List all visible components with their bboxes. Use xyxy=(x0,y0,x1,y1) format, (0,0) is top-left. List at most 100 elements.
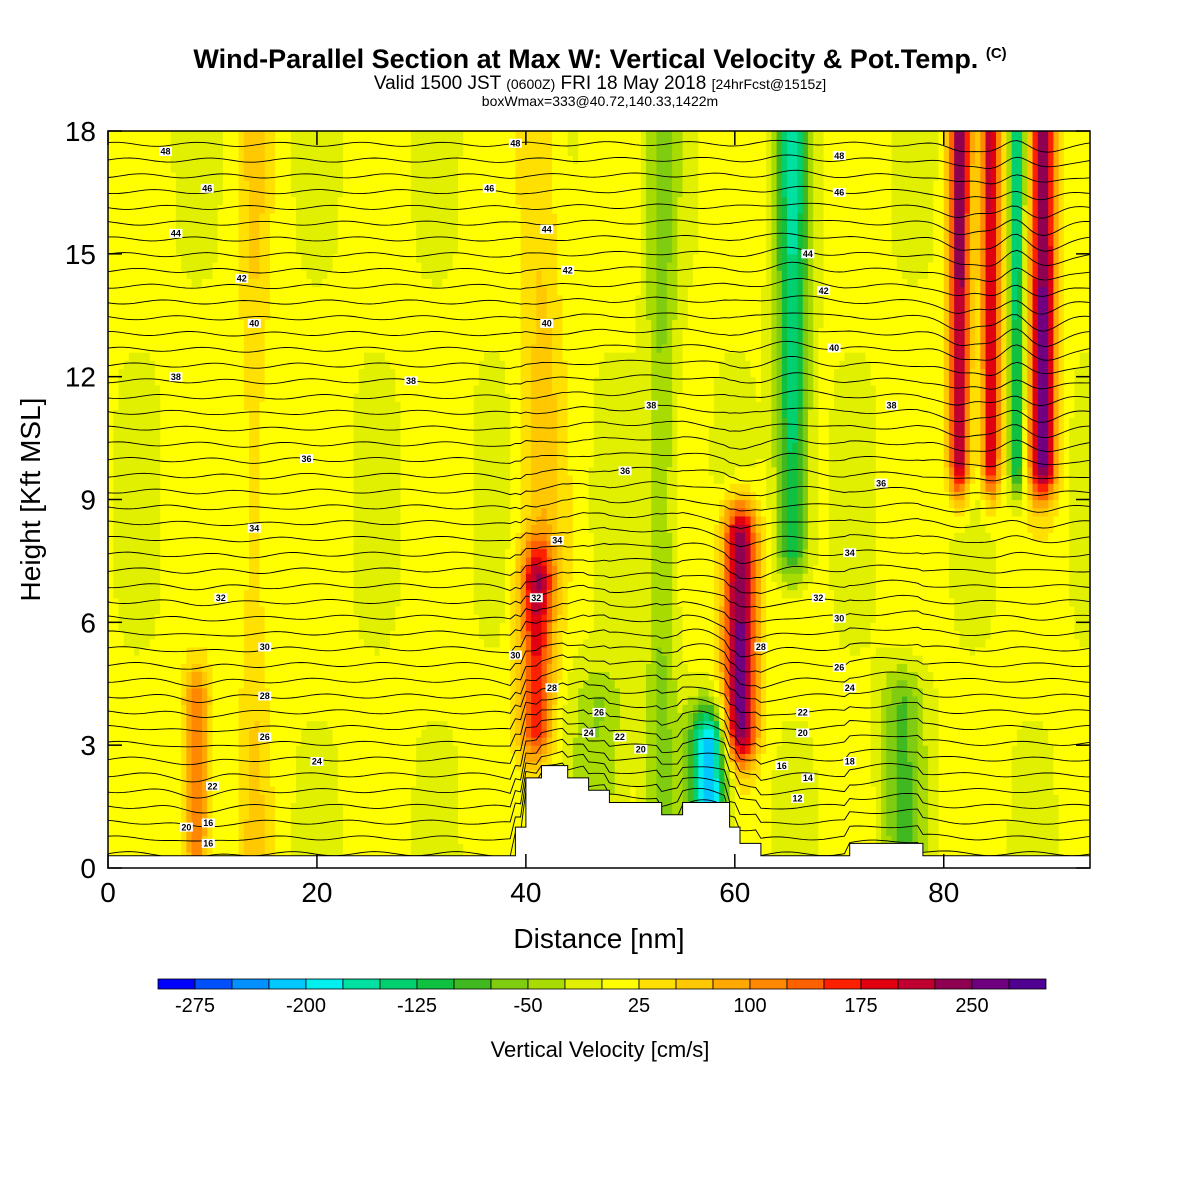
velocity-cell xyxy=(891,777,898,787)
velocity-cell xyxy=(416,818,422,828)
velocity-cell xyxy=(155,745,161,754)
velocity-cell xyxy=(442,663,449,673)
velocity-cell xyxy=(175,736,182,746)
velocity-cell xyxy=(907,736,913,746)
velocity-cell xyxy=(651,712,658,722)
velocity-cell xyxy=(337,777,344,787)
velocity-cell xyxy=(666,728,673,738)
velocity-cell xyxy=(181,704,187,714)
velocity-cell xyxy=(666,769,673,779)
velocity-cell xyxy=(202,810,208,820)
velocity-cell xyxy=(363,663,370,673)
velocity-cell xyxy=(134,818,140,828)
velocity-cell xyxy=(682,696,689,705)
velocity-cell xyxy=(395,753,402,763)
velocity-cell xyxy=(781,679,788,689)
velocity-cell xyxy=(823,810,830,820)
velocity-cell xyxy=(1069,769,1075,779)
velocity-cell xyxy=(844,745,851,754)
velocity-cell xyxy=(834,753,840,763)
velocity-cell xyxy=(160,679,167,689)
velocity-cell xyxy=(296,655,302,664)
velocity-cell xyxy=(395,655,402,664)
velocity-cell xyxy=(922,720,929,730)
velocity-cell xyxy=(1048,712,1055,722)
velocity-cell xyxy=(959,810,966,820)
velocity-cell xyxy=(849,777,856,787)
velocity-cell xyxy=(139,769,146,779)
velocity-cell xyxy=(144,843,151,853)
velocity-cell xyxy=(990,753,997,763)
velocity-cell xyxy=(280,802,287,812)
velocity-cell xyxy=(118,794,125,804)
velocity-cell xyxy=(128,671,135,681)
velocity-cell xyxy=(698,761,705,771)
velocity-cell xyxy=(217,728,224,738)
velocity-cell xyxy=(160,777,167,787)
velocity-cell xyxy=(766,786,772,795)
velocity-cell xyxy=(625,720,631,730)
velocity-cell xyxy=(410,671,417,681)
velocity-cell xyxy=(713,679,720,689)
velocity-cell xyxy=(1027,786,1034,795)
velocity-cell xyxy=(416,835,422,845)
velocity-cell xyxy=(734,753,741,763)
velocity-cell xyxy=(144,818,151,828)
velocity-cell xyxy=(771,810,778,820)
velocity-cell xyxy=(155,679,161,689)
velocity-cell xyxy=(656,753,663,763)
velocity-cell xyxy=(400,810,407,820)
velocity-cell xyxy=(301,646,308,656)
velocity-cell xyxy=(332,712,339,722)
velocity-cell xyxy=(781,843,788,853)
velocity-cell xyxy=(144,777,151,787)
velocity-cell xyxy=(196,646,203,656)
velocity-cell xyxy=(191,745,198,754)
velocity-cell xyxy=(583,720,590,730)
velocity-cell xyxy=(499,728,506,738)
velocity-cell xyxy=(619,679,626,689)
velocity-cell xyxy=(264,835,271,845)
velocity-cell xyxy=(484,745,490,754)
velocity-cell xyxy=(583,696,590,705)
velocity-cell xyxy=(249,687,255,697)
velocity-cell xyxy=(933,745,940,754)
velocity-cell xyxy=(1058,745,1065,754)
velocity-cell xyxy=(228,704,234,714)
velocity-cell xyxy=(196,753,203,763)
velocity-cell xyxy=(703,720,710,730)
velocity-cell xyxy=(290,704,297,714)
velocity-cell xyxy=(928,679,934,689)
velocity-cell xyxy=(943,696,950,705)
velocity-cell xyxy=(202,802,208,812)
velocity-cell xyxy=(849,720,856,730)
velocity-cell xyxy=(901,720,908,730)
velocity-cell xyxy=(343,655,349,664)
velocity-cell xyxy=(473,671,480,681)
velocity-cell xyxy=(186,745,193,754)
velocity-cell xyxy=(285,761,292,771)
velocity-cell xyxy=(557,753,564,763)
velocity-cell xyxy=(447,728,454,738)
velocity-cell xyxy=(1006,794,1013,804)
velocity-cell xyxy=(165,753,172,763)
velocity-cell xyxy=(275,769,281,779)
velocity-cell xyxy=(285,745,292,754)
velocity-cell xyxy=(311,720,318,730)
velocity-cell xyxy=(588,687,595,697)
velocity-cell xyxy=(452,687,459,697)
velocity-cell xyxy=(807,794,814,804)
velocity-cell xyxy=(713,704,720,714)
velocity-cell xyxy=(463,728,470,738)
velocity-cell xyxy=(729,696,736,705)
velocity-cell xyxy=(901,769,908,779)
velocity-cell xyxy=(813,818,819,828)
velocity-cell xyxy=(661,663,668,673)
velocity-cell xyxy=(802,761,809,771)
velocity-cell xyxy=(504,728,511,738)
velocity-cell xyxy=(985,786,992,795)
velocity-cell xyxy=(405,777,412,787)
velocity-cell xyxy=(327,655,334,664)
velocity-cell xyxy=(698,712,705,722)
velocity-cell xyxy=(1011,818,1018,828)
